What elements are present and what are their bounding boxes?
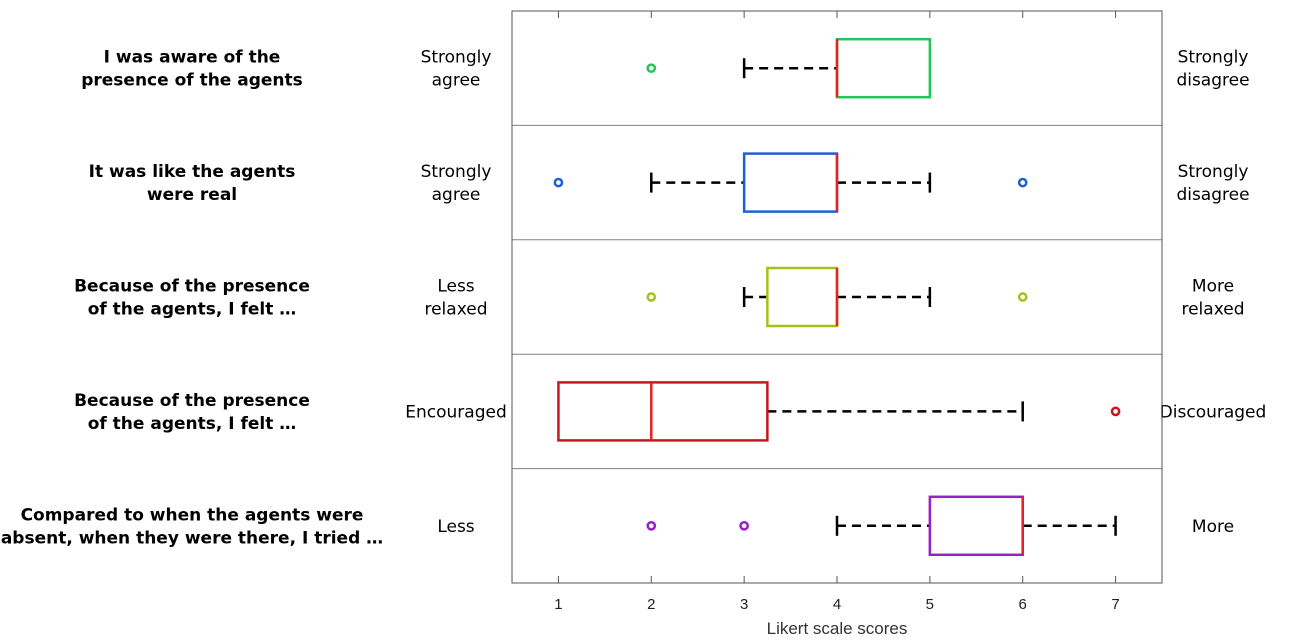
outlier-point — [646, 520, 657, 531]
x-tick-label: 6 — [1019, 596, 1027, 613]
right-anchor-label-line: More — [1192, 517, 1234, 537]
x-tick-label: 1 — [554, 596, 562, 613]
right-anchor-label-line: disagree — [1176, 185, 1249, 205]
question-text-line: absent, when they were there, I tried … — [1, 528, 383, 548]
outlier-point — [1017, 292, 1028, 302]
left-anchor-label-line: Less — [437, 517, 474, 537]
x-tick-label: 7 — [1111, 596, 1119, 613]
left-anchor-label-line: Encouraged — [405, 402, 507, 422]
outlier-point — [553, 177, 564, 188]
left-anchor-label-line: Less — [437, 277, 474, 297]
likert-row: Because of the presence of the agents, I … — [74, 381, 1267, 470]
outlier-point — [646, 292, 657, 302]
iqr-box — [835, 37, 932, 99]
outlier-point — [646, 63, 657, 74]
x-tick-label: 5 — [926, 596, 934, 613]
likert-row: Because of the presence of the agents, I … — [74, 266, 1245, 355]
left-anchor-label-line: agree — [432, 71, 481, 91]
right-anchor-label-line: Strongly — [1178, 162, 1249, 182]
left-anchor-label-line: Strongly — [421, 48, 492, 68]
right-anchor-label-line: More — [1192, 277, 1234, 297]
right-anchor-label-line: disagree — [1176, 71, 1249, 91]
question-text-line: presence of the agents — [81, 71, 303, 91]
question-text-line: It was like the agents — [89, 162, 296, 182]
iqr-box — [928, 495, 1024, 557]
question-text-line: Because of the presence — [74, 391, 310, 411]
likert-row: I was aware of the presence of the agents… — [81, 37, 1250, 126]
left-anchor-label-line: relaxed — [424, 300, 487, 320]
question-text-line: Because of the presence — [74, 277, 310, 297]
question-text-line: Compared to when the agents were — [21, 505, 364, 525]
right-anchor-label-line: Discouraged — [1160, 402, 1267, 422]
rows-layer: I was aware of the presence of the agents… — [1, 37, 1267, 557]
iqr-box — [766, 266, 839, 328]
right-anchor-label-line: Strongly — [1178, 48, 1249, 68]
x-tick-label: 2 — [647, 596, 655, 613]
likert-row: It was like the agents were real Strongly a… — [89, 152, 1250, 241]
iqr-box — [742, 152, 839, 213]
outlier-point — [1017, 177, 1028, 188]
left-anchor-label-line: Strongly — [421, 162, 492, 182]
x-tick-label: 3 — [740, 596, 748, 613]
outlier-point — [739, 520, 749, 531]
question-text-line: were real — [147, 185, 237, 205]
outlier-point — [1110, 406, 1121, 417]
left-anchor-label-line: agree — [432, 185, 481, 205]
question-text-line: I was aware of the — [104, 48, 281, 68]
question-text-line: of the agents, I felt … — [88, 300, 297, 320]
likert-row: Compared to when the agents were absent, … — [1, 495, 1234, 557]
iqr-box — [557, 381, 769, 442]
right-anchor-label-line: relaxed — [1181, 300, 1244, 320]
x-axis-label: Likert scale scores — [767, 619, 908, 638]
question-text-line: of the agents, I felt … — [88, 414, 297, 434]
x-axis: 1 2 3 4 5 6 7 — [511, 10, 1163, 613]
x-tick-label: 4 — [833, 596, 841, 613]
